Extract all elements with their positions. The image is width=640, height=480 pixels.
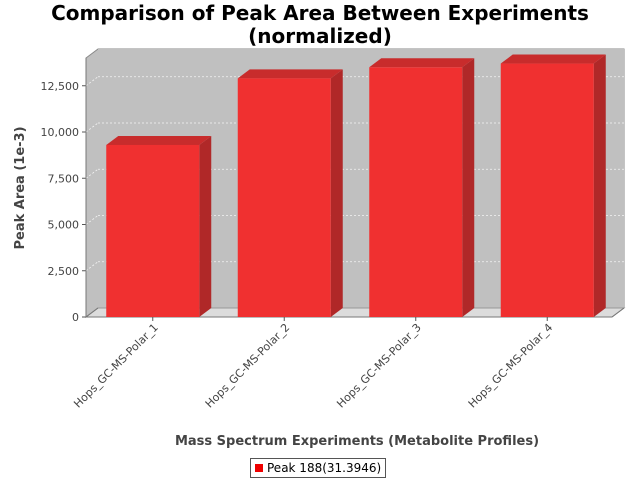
bar-side bbox=[593, 54, 606, 318]
gridline-depth bbox=[85, 215, 99, 225]
y-tick-label: 7,500 bbox=[48, 172, 80, 185]
y-tick-label: 12,500 bbox=[41, 80, 80, 93]
chart-title-line-2: (normalized) bbox=[248, 24, 392, 48]
bar-side bbox=[199, 135, 212, 317]
legend-label: Peak 188(31.3946) bbox=[267, 461, 382, 475]
floor-left-edge bbox=[85, 307, 99, 318]
y-axis-title: Peak Area (1e-3) bbox=[13, 126, 28, 249]
bar bbox=[237, 78, 331, 317]
y-tick-label: 0 bbox=[72, 311, 79, 324]
y-tick-label: 2,500 bbox=[48, 265, 80, 278]
gridline-depth bbox=[85, 261, 99, 272]
x-tick-label: Hops_GC-MS-Polar_4 bbox=[466, 321, 556, 411]
bar bbox=[369, 67, 463, 317]
legend-swatch bbox=[255, 464, 263, 472]
chart-title-line-1: Comparison of Peak Area Between Experime… bbox=[51, 1, 589, 25]
floor-right-edge bbox=[611, 307, 625, 318]
legend: Peak 188(31.3946) bbox=[250, 458, 387, 478]
chart-title: Comparison of Peak Area Between Experime… bbox=[0, 2, 640, 48]
bar-top bbox=[237, 69, 343, 79]
bar-top bbox=[106, 135, 212, 145]
bar-side bbox=[330, 69, 343, 317]
x-tick-label: Hops_GC-MS-Polar_1 bbox=[71, 321, 161, 411]
y-tick-label: 5,000 bbox=[48, 219, 80, 232]
gridline-depth bbox=[85, 168, 99, 179]
bar bbox=[500, 63, 594, 317]
gridline-depth bbox=[85, 122, 99, 133]
bar bbox=[106, 144, 200, 317]
y-tick-label: 10,000 bbox=[41, 126, 80, 139]
x-tick-label: Hops_GC-MS-Polar_2 bbox=[203, 321, 293, 411]
bar-top bbox=[500, 54, 606, 64]
x-axis-title: Mass Spectrum Experiments (Metabolite Pr… bbox=[175, 434, 539, 449]
bar-top bbox=[369, 58, 475, 68]
x-tick-label: Hops_GC-MS-Polar_3 bbox=[334, 321, 424, 411]
bar-side bbox=[462, 58, 475, 317]
gridline-depth bbox=[85, 76, 99, 87]
